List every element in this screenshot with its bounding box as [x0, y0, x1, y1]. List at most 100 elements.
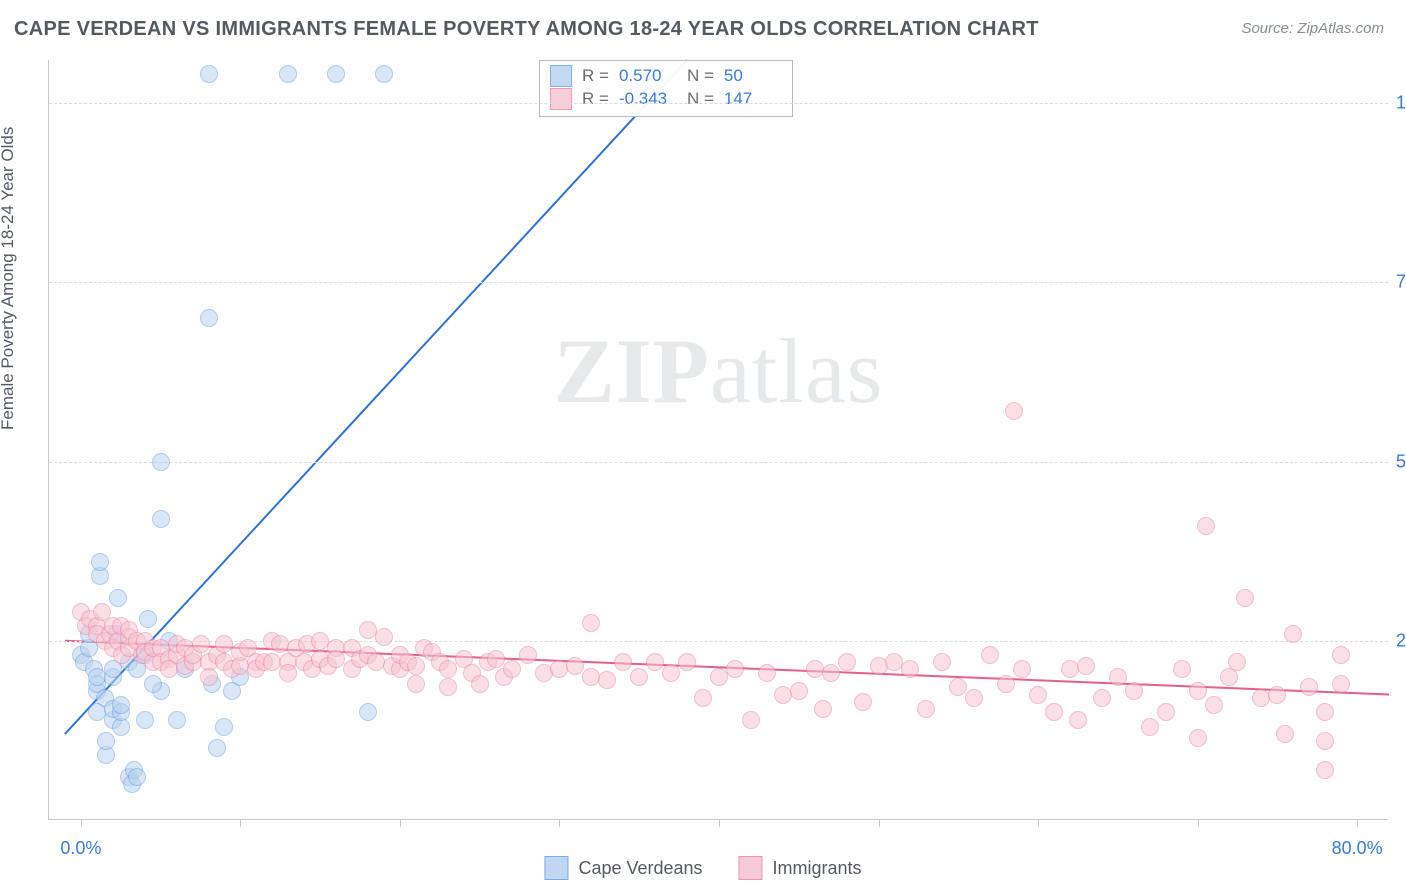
watermark-bold: ZIP [554, 320, 710, 422]
data-point [1045, 703, 1063, 721]
stats-swatch [550, 65, 572, 87]
data-point [1093, 689, 1111, 707]
data-point [327, 650, 345, 668]
data-point [1069, 711, 1087, 729]
legend-item: Cape Verdeans [544, 856, 702, 880]
data-point [152, 453, 170, 471]
y-axis-label: Female Poverty Among 18-24 Year Olds [0, 127, 18, 430]
data-point [694, 689, 712, 707]
data-point [168, 711, 186, 729]
data-point [1141, 718, 1159, 736]
data-point [742, 711, 760, 729]
stats-n-label: N = [687, 88, 714, 111]
data-point [1029, 686, 1047, 704]
stats-r-value: -0.343 [619, 88, 677, 111]
data-point [367, 653, 385, 671]
stats-row: R = -0.343 N = 147 [550, 88, 782, 111]
data-point [582, 614, 600, 632]
legend-item: Immigrants [739, 856, 862, 880]
data-point [1268, 686, 1286, 704]
data-point [279, 664, 297, 682]
data-point [758, 664, 776, 682]
data-point [598, 671, 616, 689]
data-point [1189, 729, 1207, 747]
data-point [678, 653, 696, 671]
stats-n-value: 50 [724, 65, 782, 88]
data-point [1316, 732, 1334, 750]
data-point [949, 678, 967, 696]
data-point [1189, 682, 1207, 700]
data-point [981, 646, 999, 664]
data-point [487, 650, 505, 668]
x-minor-tick [879, 819, 880, 827]
data-point [1005, 402, 1023, 420]
data-point [200, 668, 218, 686]
data-point [1316, 703, 1334, 721]
stats-n-label: N = [687, 65, 714, 88]
data-point [359, 703, 377, 721]
gridline [49, 103, 1388, 104]
data-point [1205, 696, 1223, 714]
data-point [726, 660, 744, 678]
data-point [1276, 725, 1294, 743]
data-point [965, 689, 983, 707]
watermark: ZIPatlas [554, 318, 884, 424]
y-tick-label: 50.0% [1396, 451, 1406, 472]
data-point [1316, 761, 1334, 779]
data-point [208, 739, 226, 757]
data-point [646, 653, 664, 671]
data-point [566, 657, 584, 675]
data-point [91, 553, 109, 571]
legend-swatch [739, 856, 763, 880]
data-point [327, 65, 345, 83]
plot-area: ZIPatlas R =0.570N =50R =-0.343N =147 25… [48, 60, 1388, 820]
data-point [439, 660, 457, 678]
stats-box: R =0.570N =50R =-0.343N =147 [539, 60, 793, 117]
gridline [49, 282, 1388, 283]
stats-r-label: R = [582, 88, 609, 111]
data-point [662, 664, 680, 682]
y-tick-label: 25.0% [1396, 630, 1406, 651]
watermark-light: atlas [710, 320, 884, 422]
chart-title: CAPE VERDEAN VS IMMIGRANTS FEMALE POVERT… [14, 18, 1039, 41]
data-point [1077, 657, 1095, 675]
x-tick-label: 0.0% [60, 838, 101, 859]
legend-label: Cape Verdeans [578, 858, 702, 879]
y-tick-label: 75.0% [1396, 272, 1406, 293]
y-tick-label: 100.0% [1396, 93, 1406, 114]
data-point [1332, 675, 1350, 693]
data-point [917, 700, 935, 718]
data-point [200, 309, 218, 327]
gridline [49, 462, 1388, 463]
data-point [128, 768, 146, 786]
data-point [375, 628, 393, 646]
data-point [139, 610, 157, 628]
data-point [1228, 653, 1246, 671]
legend: Cape Verdeans Immigrants [544, 856, 861, 880]
data-point [854, 693, 872, 711]
data-point [1197, 517, 1215, 535]
data-point [997, 675, 1015, 693]
data-point [1236, 589, 1254, 607]
x-tick-label: 80.0% [1332, 838, 1383, 859]
data-point [271, 635, 289, 653]
data-point [503, 660, 521, 678]
data-point [1109, 668, 1127, 686]
x-tick-mark [719, 819, 720, 827]
data-point [582, 668, 600, 686]
x-minor-tick [400, 819, 401, 827]
trend-lines [49, 60, 1389, 820]
stats-n-value: 147 [724, 88, 782, 111]
data-point [215, 718, 233, 736]
data-point [630, 668, 648, 686]
x-tick-mark [81, 819, 82, 827]
x-minor-tick [559, 819, 560, 827]
x-minor-tick [240, 819, 241, 827]
x-minor-tick [1198, 819, 1199, 827]
data-point [901, 660, 919, 678]
data-point [439, 678, 457, 696]
data-point [279, 65, 297, 83]
stats-swatch [550, 88, 572, 110]
data-point [1125, 682, 1143, 700]
data-point [144, 675, 162, 693]
